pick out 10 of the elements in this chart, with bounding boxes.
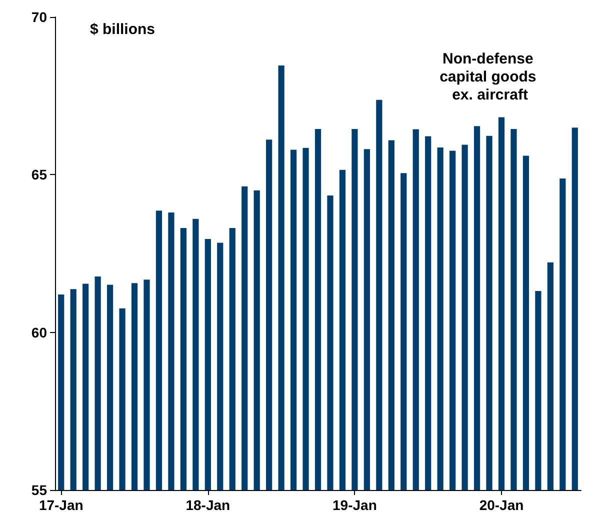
y-tick-label: 65 [31,166,48,183]
x-tick-label: 18-Jan [186,497,230,513]
annotation: Non-defense capital goods ex. aircraft [440,50,540,104]
x-tick-label: 17-Jan [38,497,84,513]
x-tick-label: 19-Jan [332,497,377,513]
y-tick-label: 60 [31,324,48,340]
y-axis-title: $ billions [90,21,156,38]
y-tick-label: 55 [31,482,48,498]
y-tick-label: 70 [31,9,48,25]
x-tick-label: 20-Jan [479,497,524,513]
